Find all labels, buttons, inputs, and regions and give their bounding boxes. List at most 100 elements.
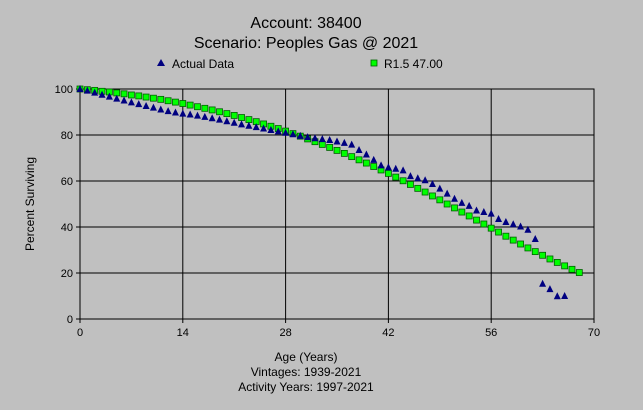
r15-point xyxy=(465,212,473,220)
actual-data-point xyxy=(377,161,385,169)
actual-data-point xyxy=(436,184,444,192)
r15-point xyxy=(384,170,392,177)
r15-point xyxy=(150,94,157,102)
actual-data-point xyxy=(318,135,326,143)
y-tick-label: 20 xyxy=(61,268,73,280)
actual-data-point xyxy=(362,150,370,158)
y-tick-label: 0 xyxy=(67,314,73,326)
legend-label-r15: R1.5 47.00 xyxy=(384,57,443,71)
actual-data-point xyxy=(83,86,91,94)
r15-point xyxy=(157,95,165,103)
r15-point xyxy=(208,106,216,114)
r15-point xyxy=(473,216,480,224)
r15-point xyxy=(370,163,378,170)
r15-point xyxy=(429,192,436,200)
r15-point xyxy=(407,181,414,188)
x-tick-label: 70 xyxy=(588,327,600,339)
actual-data-point xyxy=(450,194,458,202)
actual-data-point xyxy=(487,209,495,217)
actual-data-point xyxy=(274,127,282,135)
actual-data-point xyxy=(120,96,128,104)
vintages-note: Vintages: 1939-2021 xyxy=(251,365,362,379)
y-tick-label: 40 xyxy=(61,222,73,234)
r15-point xyxy=(326,144,334,151)
actual-data-point xyxy=(473,206,481,214)
actual-data-point xyxy=(296,131,304,139)
actual-data-point xyxy=(517,222,525,230)
gridlines xyxy=(80,89,594,319)
y-tick-label: 80 xyxy=(61,130,73,142)
actual-data-point xyxy=(208,114,216,122)
actual-data-point xyxy=(179,109,187,117)
actual-data-point xyxy=(245,121,253,129)
activity-years-note: Activity Years: 1997-2021 xyxy=(238,380,374,394)
r15-point xyxy=(201,104,209,112)
r15-point xyxy=(495,228,502,236)
actual-data-point xyxy=(553,292,561,300)
r15-point xyxy=(172,98,179,106)
x-tick-label: 0 xyxy=(77,327,83,339)
actual-data-point xyxy=(171,108,179,116)
actual-data-point xyxy=(127,98,135,106)
actual-data-point xyxy=(370,155,378,163)
series-actual-data-points xyxy=(76,85,569,300)
x-axis-ticks: 0 14 28 42 56 70 xyxy=(77,319,600,339)
plot-area xyxy=(79,88,595,320)
actual-data-point xyxy=(509,220,517,228)
r15-point xyxy=(421,188,429,196)
r15-point xyxy=(135,92,143,100)
actual-data-point xyxy=(399,166,407,174)
legend-marker-actual-data xyxy=(157,59,165,66)
actual-data-point xyxy=(260,124,268,132)
actual-data-point xyxy=(495,214,503,222)
r15-point xyxy=(333,147,341,154)
r15-point xyxy=(575,269,583,276)
r15-point xyxy=(194,103,201,111)
actual-data-point xyxy=(458,198,466,206)
actual-data-point xyxy=(465,201,473,209)
r15-point xyxy=(142,93,150,101)
actual-data-point xyxy=(252,123,260,131)
actual-data-point xyxy=(135,100,143,108)
actual-data-point xyxy=(223,117,231,125)
actual-data-point xyxy=(238,120,246,128)
r15-point xyxy=(245,116,253,123)
r15-point xyxy=(355,156,363,164)
r15-point xyxy=(568,265,576,273)
actual-data-point xyxy=(561,292,569,299)
legend-label-actual-data: Actual Data xyxy=(172,57,234,71)
actual-data-point xyxy=(355,145,363,153)
x-tick-label: 42 xyxy=(382,327,394,339)
actual-data-point xyxy=(333,137,341,145)
r15-point xyxy=(399,177,407,185)
r15-point xyxy=(340,149,348,157)
actual-data-point xyxy=(282,128,290,136)
actual-data-point xyxy=(157,105,165,113)
r15-point xyxy=(127,91,135,99)
actual-data-point xyxy=(311,134,319,142)
y-axis-ticks: 0 20 40 60 80 100 xyxy=(55,84,80,326)
actual-data-point xyxy=(414,174,422,182)
r15-point xyxy=(561,262,569,270)
r15-point xyxy=(223,110,231,118)
r15-point xyxy=(120,90,128,98)
chart-subtitle: Scenario: Peoples Gas @ 2021 xyxy=(194,35,418,52)
actual-data-point xyxy=(105,92,113,100)
r15-point xyxy=(517,240,524,248)
actual-data-point xyxy=(348,140,356,148)
actual-data-point xyxy=(113,94,121,102)
actual-data-point xyxy=(267,125,275,133)
x-tick-label: 14 xyxy=(177,327,189,339)
actual-data-point xyxy=(443,189,451,197)
actual-data-point xyxy=(186,110,194,118)
actual-data-point xyxy=(428,179,436,187)
y-tick-label: 60 xyxy=(61,176,73,188)
r15-point xyxy=(458,208,466,216)
actual-data-point xyxy=(340,138,348,146)
r15-point xyxy=(546,255,554,263)
actual-data-point xyxy=(384,163,392,171)
r15-point xyxy=(531,248,539,256)
actual-data-point xyxy=(539,279,547,287)
